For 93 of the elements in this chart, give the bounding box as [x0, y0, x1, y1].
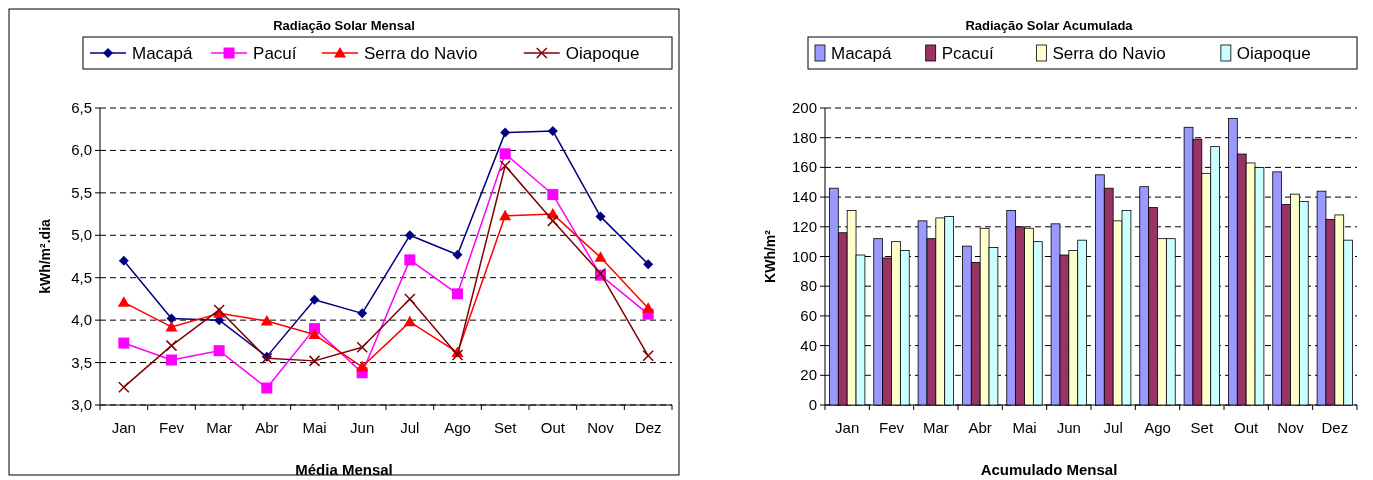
point — [404, 293, 416, 305]
x-tick-label: Mar — [922, 419, 949, 436]
x-tick-label: Jun — [350, 419, 375, 436]
legend-label: Oiapoque — [565, 44, 640, 63]
point — [594, 251, 607, 262]
x-tick-label: Abr — [255, 419, 279, 436]
point — [499, 159, 511, 172]
legend-label: Pacuí — [253, 44, 297, 63]
point — [166, 354, 177, 366]
x-tick-label: Ago — [444, 419, 471, 436]
x-tick-label: Fev — [878, 419, 905, 436]
x-tick-label: Nov — [1277, 419, 1305, 436]
point — [500, 127, 511, 138]
point — [452, 249, 463, 260]
y-tick-label: 120 — [791, 217, 817, 235]
point — [499, 209, 512, 221]
x-tick-label: Ago — [1144, 419, 1171, 436]
y-tick-label: 5,5 — [71, 183, 92, 201]
y-tick-label: 0 — [808, 396, 817, 413]
y-tick-label: 80 — [800, 277, 817, 295]
point — [643, 259, 654, 270]
point — [547, 189, 559, 201]
y-tick-label: 6,0 — [71, 141, 92, 159]
x-tick-label: Jun — [1056, 419, 1081, 436]
chart-title: Radiação Solar Acumulada — [965, 18, 1134, 33]
x-tick-label: Dez — [634, 419, 662, 436]
y-tick-label: 100 — [791, 247, 817, 265]
point — [165, 339, 178, 352]
point — [117, 296, 130, 307]
legend-label: Macapá — [132, 44, 194, 63]
point — [642, 350, 654, 362]
legend-label: Pcacuí — [941, 44, 994, 63]
chart-title: Radiação Solar Mensal — [273, 18, 415, 33]
point — [499, 148, 511, 160]
point — [404, 230, 415, 241]
point — [309, 294, 320, 305]
y-tick-label: 60 — [800, 306, 817, 324]
x-tick-label: Fev — [158, 419, 185, 436]
point — [308, 328, 321, 340]
legend-label: Serra do Navio — [364, 44, 478, 63]
point — [357, 308, 368, 319]
y-tick-label: 20 — [800, 366, 817, 384]
y-tick-label: 180 — [791, 128, 817, 146]
x-axis-title: Média Mensal — [295, 461, 393, 478]
y-tick-label: 200 — [791, 99, 817, 116]
point — [451, 349, 464, 361]
legend-label: Serra do Navio — [1052, 44, 1166, 63]
point — [404, 254, 416, 266]
point — [356, 360, 369, 372]
point — [547, 215, 559, 227]
x-tick-label: Jan — [111, 419, 136, 436]
y-axis-title: kWh/m².dia — [37, 218, 53, 294]
x-tick-label: Nov — [587, 419, 615, 436]
x-tick-label: Set — [493, 419, 518, 436]
point — [547, 125, 558, 136]
x-tick-label: Out — [1234, 419, 1260, 436]
y-tick-label: 4,0 — [71, 311, 92, 329]
point — [260, 314, 273, 326]
x-tick-label: Set — [1190, 419, 1214, 436]
point — [356, 341, 368, 354]
legend-label: Macapá — [831, 44, 893, 63]
point — [261, 382, 273, 394]
y-tick-label: 3,0 — [71, 396, 92, 413]
x-tick-label: Mai — [1012, 419, 1037, 436]
x-tick-label: Mar — [206, 419, 233, 436]
x-tick-label: Out — [540, 419, 566, 436]
y-tick-label: 140 — [791, 188, 817, 206]
point — [118, 337, 130, 349]
point — [213, 345, 225, 357]
x-tick-label: Jul — [400, 419, 420, 436]
y-axis-title: KWh/m² — [762, 229, 778, 283]
x-tick-label: Jul — [1103, 419, 1123, 436]
point — [118, 255, 129, 266]
x-tick-label: Jan — [835, 419, 860, 436]
x-tick-label: Abr — [968, 419, 992, 436]
point — [403, 315, 416, 327]
point — [118, 381, 130, 393]
point — [452, 288, 463, 300]
point — [642, 302, 655, 313]
y-tick-label: 3,5 — [71, 353, 92, 371]
legend-label: Oiapoque — [1236, 44, 1311, 63]
y-tick-label: 6,5 — [71, 99, 92, 116]
y-tick-label: 5,0 — [71, 226, 92, 244]
y-tick-label: 160 — [791, 158, 817, 176]
point — [308, 355, 321, 367]
y-tick-label: 4,5 — [71, 268, 92, 286]
point — [166, 313, 177, 324]
x-tick-label: Dez — [1321, 419, 1349, 436]
point — [595, 211, 606, 222]
y-tick-label: 40 — [800, 336, 817, 354]
point — [165, 320, 178, 332]
x-tick-label: Mai — [302, 419, 327, 436]
x-axis-title: Acumulado Mensal — [980, 461, 1118, 478]
